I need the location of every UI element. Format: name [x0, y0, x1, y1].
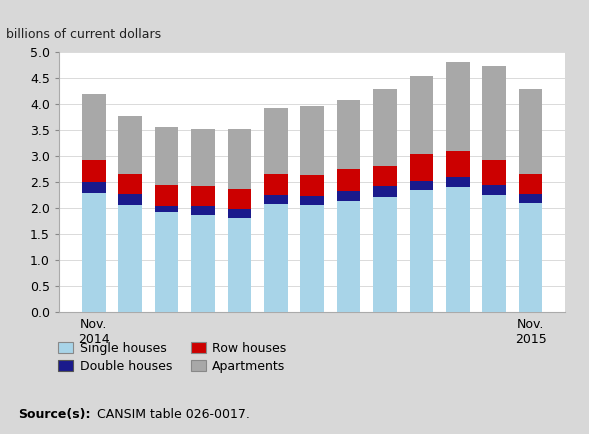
Bar — [482, 195, 506, 312]
Bar — [191, 187, 215, 206]
Bar — [118, 194, 142, 205]
Bar — [155, 213, 178, 312]
Bar — [446, 62, 469, 151]
Bar — [446, 151, 469, 177]
Bar — [227, 209, 251, 218]
Bar — [409, 76, 433, 154]
Bar — [82, 160, 105, 182]
Bar — [82, 94, 105, 160]
Bar — [227, 129, 251, 189]
Bar — [82, 193, 105, 312]
Bar — [519, 203, 542, 312]
Bar — [264, 195, 287, 204]
Bar — [337, 169, 360, 191]
Bar — [373, 166, 397, 187]
Bar — [409, 181, 433, 190]
Bar — [482, 185, 506, 195]
Bar — [446, 177, 469, 187]
Bar — [519, 174, 542, 194]
Bar — [373, 89, 397, 166]
Bar — [264, 174, 287, 195]
Bar — [118, 174, 142, 194]
Bar — [337, 191, 360, 201]
Bar — [191, 215, 215, 312]
Bar — [227, 189, 251, 209]
Bar — [191, 206, 215, 215]
Bar — [519, 194, 542, 203]
Text: billions of current dollars: billions of current dollars — [6, 28, 161, 41]
Bar — [337, 100, 360, 169]
Bar — [300, 106, 324, 175]
Bar — [118, 205, 142, 312]
Bar — [300, 175, 324, 196]
Text: Source(s):: Source(s): — [18, 408, 90, 421]
Bar — [337, 201, 360, 312]
Bar — [227, 218, 251, 312]
Bar — [373, 187, 397, 197]
Text: CANSIM table 026-0017.: CANSIM table 026-0017. — [85, 408, 250, 421]
Bar — [264, 204, 287, 312]
Legend: Single houses, Double houses, Row houses, Apartments: Single houses, Double houses, Row houses… — [54, 337, 291, 378]
Bar — [155, 127, 178, 185]
Bar — [82, 182, 105, 193]
Bar — [446, 187, 469, 312]
Bar — [409, 154, 433, 181]
Bar — [191, 129, 215, 187]
Bar — [519, 89, 542, 174]
Bar — [118, 115, 142, 174]
Bar — [482, 66, 506, 160]
Bar — [482, 160, 506, 185]
Bar — [300, 205, 324, 312]
Bar — [300, 196, 324, 205]
Bar — [155, 185, 178, 206]
Bar — [409, 190, 433, 312]
Bar — [264, 108, 287, 174]
Bar — [155, 206, 178, 213]
Bar — [373, 197, 397, 312]
